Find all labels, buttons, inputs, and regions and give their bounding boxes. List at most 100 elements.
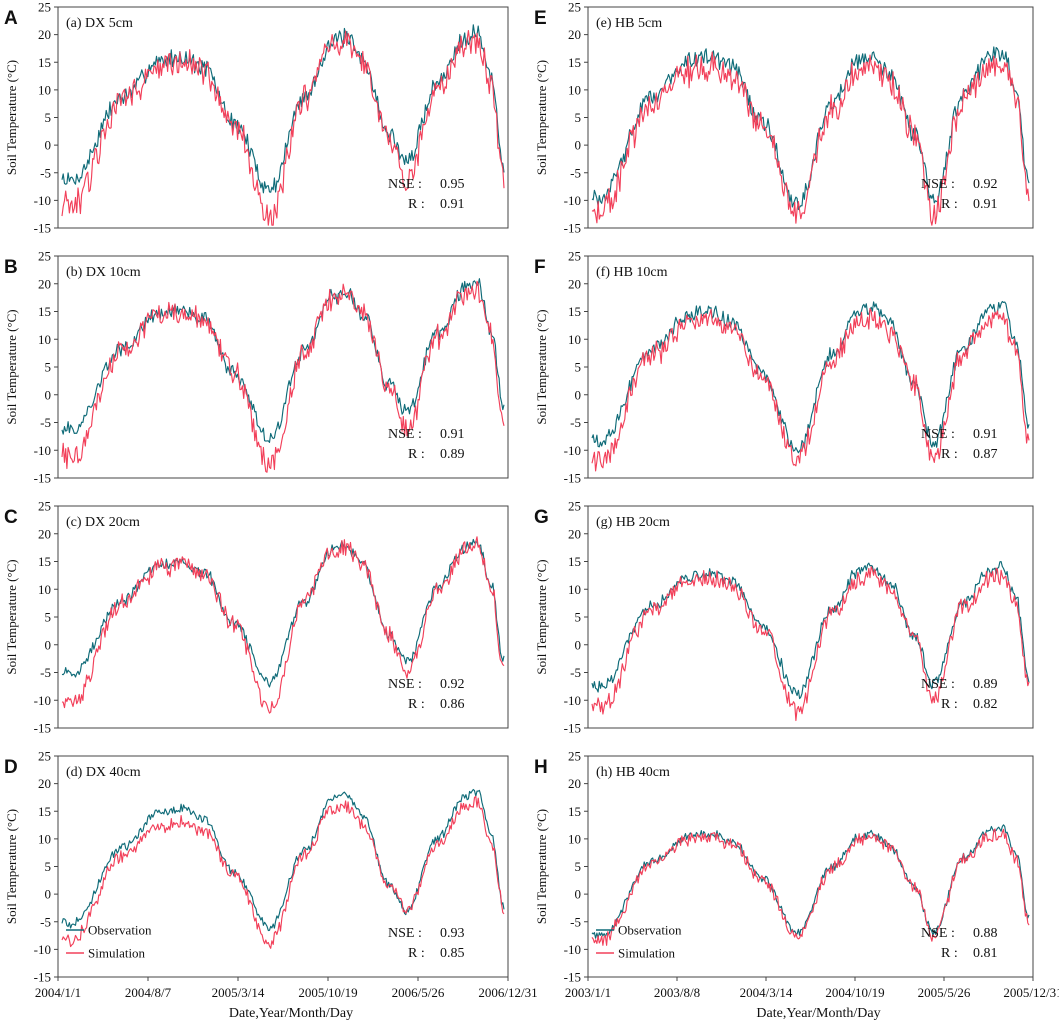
y-tick-label: -10	[34, 693, 51, 708]
y-axis-label: Soil Temperature (°C)	[4, 309, 19, 424]
y-tick-label: 5	[45, 610, 52, 625]
y-axis-label: Soil Temperature (°C)	[4, 60, 19, 175]
nse-label: NSE :	[921, 427, 955, 442]
panel-title: (a) DX 5cm	[66, 16, 133, 31]
r-label: R :	[408, 197, 425, 212]
y-tick-label: 10	[568, 831, 581, 846]
y-tick-label: -10	[34, 193, 51, 208]
y-tick-label: 5	[45, 360, 52, 375]
observation-line	[61, 278, 505, 443]
y-axis-label: Soil Temperature (°C)	[4, 559, 19, 674]
simulation-line	[591, 307, 1030, 472]
r-value: 0.82	[973, 697, 998, 712]
x-tick-label: 2003/8/8	[654, 985, 700, 1000]
y-tick-label: 0	[45, 637, 52, 652]
y-tick-label: 15	[38, 55, 51, 70]
y-tick-label: 20	[568, 526, 581, 541]
nse-label: NSE :	[388, 926, 422, 941]
y-tick-label: 10	[568, 82, 581, 97]
simulation-line	[61, 30, 505, 226]
y-tick-label: 25	[38, 749, 51, 764]
y-tick-label: -15	[34, 471, 51, 486]
r-value: 0.89	[440, 447, 465, 462]
observation-line	[591, 46, 1030, 211]
y-tick-label: 5	[45, 859, 52, 874]
y-tick-label: 0	[45, 887, 52, 902]
x-tick-label: 2004/10/19	[825, 985, 884, 1000]
y-tick-label: 15	[38, 304, 51, 319]
y-tick-label: 0	[575, 138, 582, 153]
panel-letter: F	[534, 257, 546, 278]
panel-title: (g) HB 20cm	[596, 515, 670, 530]
x-axis-label: Date,Year/Month/Day	[756, 1006, 880, 1021]
x-tick-label: 2004/1/1	[35, 985, 81, 1000]
y-tick-label: 20	[38, 526, 51, 541]
legend-label-observation: Observation	[88, 923, 152, 938]
panel-letter: E	[534, 8, 547, 29]
r-label: R :	[941, 197, 958, 212]
y-tick-label: -15	[564, 471, 581, 486]
simulation-line	[61, 536, 505, 714]
r-label: R :	[408, 697, 425, 712]
y-tick-label: 5	[45, 110, 52, 125]
y-tick-label: -10	[564, 443, 581, 458]
y-tick-label: 25	[568, 499, 581, 514]
y-tick-label: 10	[568, 582, 581, 597]
panel-title: (h) HB 40cm	[596, 765, 670, 780]
y-tick-label: 15	[38, 554, 51, 569]
plot-frame	[587, 6, 1034, 229]
r-value: 0.86	[440, 697, 465, 712]
y-axis-label: Soil Temperature (°C)	[534, 809, 549, 924]
y-tick-label: -5	[40, 415, 51, 430]
nse-value: 0.91	[973, 427, 998, 442]
y-tick-label: -5	[40, 165, 51, 180]
y-tick-label: -15	[34, 221, 51, 236]
r-label: R :	[941, 946, 958, 961]
y-tick-label: -5	[570, 415, 581, 430]
panel-letter: C	[4, 507, 18, 528]
chart-panel-d: D -15 -10 -5 0 5 10 15 20 25 Soil Temperature (°C)…	[4, 749, 538, 1022]
y-tick-label: -15	[34, 970, 51, 985]
nse-value: 0.88	[973, 926, 998, 941]
simulation-line	[591, 51, 1030, 226]
chart-panel-c: C -15 -10 -5 0 5 10 15 20 25 Soil Temperature (°C)…	[4, 499, 509, 736]
observation-line	[61, 788, 505, 932]
legend-label-simulation: Simulation	[88, 946, 146, 961]
plot-frame	[57, 255, 509, 479]
simulation-line	[61, 280, 505, 473]
x-tick-label: 2005/5/26	[918, 985, 971, 1000]
x-tick-label: 2004/8/7	[125, 985, 172, 1000]
chart-panel-f: F -15 -10 -5 0 5 10 15 20 25 Soil Temperature (°C)…	[534, 249, 1034, 486]
simulation-line	[61, 795, 505, 949]
y-tick-label: 20	[38, 776, 51, 791]
y-tick-label: 20	[38, 276, 51, 291]
nse-label: NSE :	[388, 677, 422, 692]
panel-title: (f) HB 10cm	[596, 265, 668, 280]
y-tick-label: 10	[38, 82, 51, 97]
y-tick-label: 15	[568, 804, 581, 819]
y-tick-label: 25	[38, 0, 51, 15]
nse-label: NSE :	[388, 177, 422, 192]
y-tick-label: 5	[575, 859, 582, 874]
panel-letter: D	[4, 757, 18, 778]
r-value: 0.91	[440, 197, 465, 212]
plot-frame	[587, 505, 1034, 729]
observation-line	[591, 561, 1030, 700]
observation-line	[61, 538, 505, 688]
y-tick-label: 10	[38, 831, 51, 846]
x-axis-label: Date,Year/Month/Day	[229, 1006, 353, 1021]
y-tick-label: -15	[564, 721, 581, 736]
legend-label-simulation: Simulation	[618, 946, 676, 961]
y-tick-label: -10	[564, 693, 581, 708]
r-value: 0.81	[973, 946, 998, 961]
y-tick-label: 15	[568, 304, 581, 319]
y-tick-label: -15	[564, 221, 581, 236]
r-label: R :	[408, 447, 425, 462]
panel-title: (b) DX 10cm	[66, 265, 141, 280]
y-axis-label: Soil Temperature (°C)	[534, 309, 549, 424]
nse-value: 0.95	[440, 177, 465, 192]
panel-title: (e) HB 5cm	[596, 16, 662, 31]
y-tick-label: 25	[568, 749, 581, 764]
y-tick-label: 20	[568, 276, 581, 291]
r-value: 0.85	[440, 946, 465, 961]
